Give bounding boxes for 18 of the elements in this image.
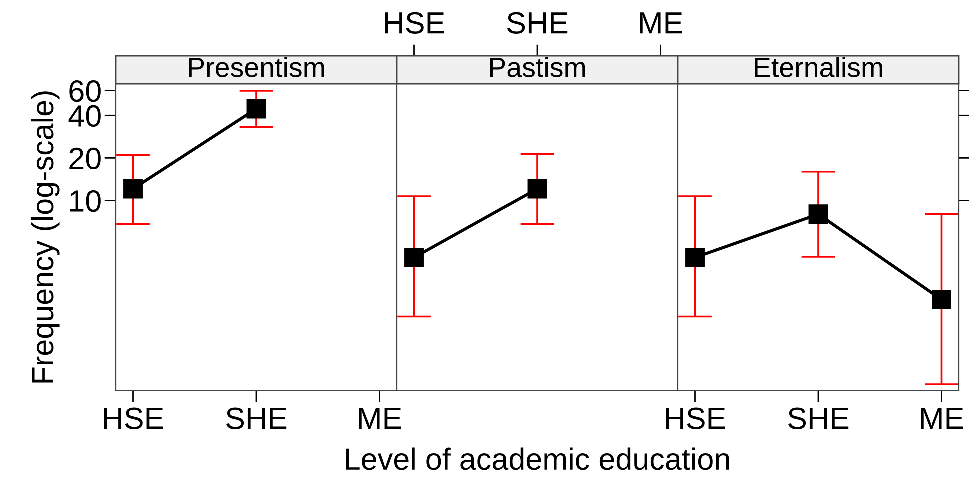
x-tick-label: SHE: [507, 12, 568, 34]
x-tick-label: HSE: [104, 408, 164, 430]
x-tick-label: HSE: [385, 12, 444, 34]
y-axis-title: Frequency (log-scale): [31, 92, 60, 383]
y-tick-label: 60: [70, 80, 101, 102]
x-tick-label: ME: [640, 12, 682, 34]
x-tick-label: ME: [359, 408, 402, 430]
x-axis-title: Level of academic education: [346, 448, 730, 470]
x-tick-label: HSE: [666, 408, 726, 430]
y-tick-label: 10: [70, 190, 101, 212]
x-tick-label: SHE: [788, 408, 849, 430]
chart-title: Eternalism: [755, 57, 882, 78]
x-tick-label: ME: [921, 408, 964, 430]
chart-title: Presentism: [189, 57, 324, 78]
y-tick-label: 20: [70, 148, 101, 170]
y-tick-label: 40: [68, 105, 101, 128]
chart-title: Pastism: [490, 57, 586, 78]
x-tick-label: SHE: [226, 408, 287, 430]
